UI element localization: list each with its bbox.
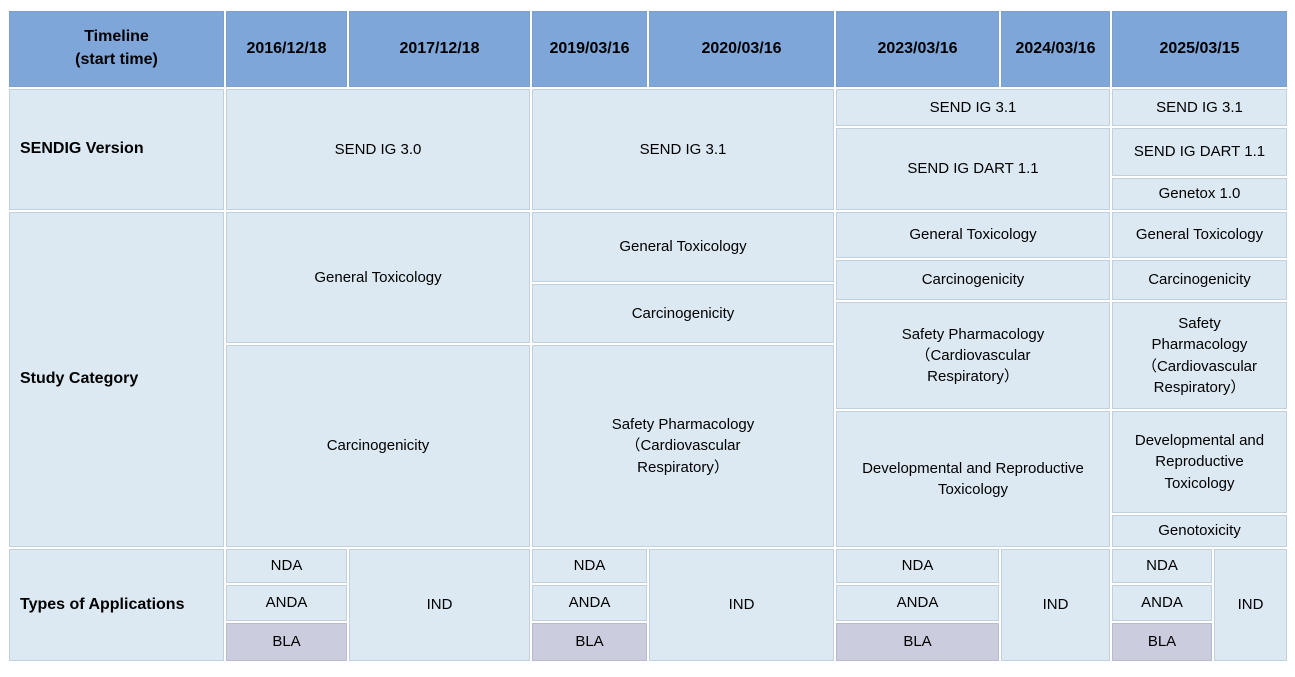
cell-study-carcino-2019-2020: Carcinogenicity: [531, 283, 835, 344]
cell-study-safpharm-2023-2024: Safety Pharmacology （Cardiovascular Resp…: [835, 301, 1111, 410]
cell-apps-anda-2019: ANDA: [531, 584, 648, 622]
header-date-2024-03-16: 2024/03/16: [1000, 10, 1111, 88]
cell-study-dart-2025: Developmental and Reproductive Toxicolog…: [1111, 410, 1288, 514]
header-date-2016-12-18: 2016/12/18: [225, 10, 348, 88]
cell-sendig-31-2025: SEND IG 3.1: [1111, 88, 1288, 127]
cell-sendig-31-2019-2020: SEND IG 3.1: [531, 88, 835, 211]
cell-sendig-dart-2025: SEND IG DART 1.1: [1111, 127, 1288, 177]
header-date-2020-03-16: 2020/03/16: [648, 10, 835, 88]
header-date-2023-03-16: 2023/03/16: [835, 10, 1000, 88]
cell-sendig-31-2023-2024: SEND IG 3.1: [835, 88, 1111, 127]
cell-apps-nda-2019: NDA: [531, 548, 648, 584]
row-label-types-of-applications: Types of Applications: [8, 548, 225, 662]
cell-apps-ind-2017: IND: [348, 548, 531, 662]
cell-apps-nda-2025: NDA: [1111, 548, 1213, 584]
cell-study-gentox-2023-2024: General Toxicology: [835, 211, 1111, 259]
cell-apps-ind-2020: IND: [648, 548, 835, 662]
cell-study-gentox-2019-2020: General Toxicology: [531, 211, 835, 283]
cell-study-safpharm-2019-2020: Safety Pharmacology （Cardiovascular Resp…: [531, 344, 835, 548]
cell-apps-bla-2023: BLA: [835, 622, 1000, 662]
cell-apps-nda-2023: NDA: [835, 548, 1000, 584]
cell-apps-ind-2025: IND: [1213, 548, 1288, 662]
table-grid: Timeline (start time) 2016/12/18 2017/12…: [8, 10, 1288, 662]
cell-study-gentox-2016-2017: General Toxicology: [225, 211, 531, 344]
cell-apps-nda-2016: NDA: [225, 548, 348, 584]
cell-apps-anda-2025: ANDA: [1111, 584, 1213, 622]
header-timeline: Timeline (start time): [8, 10, 225, 88]
cell-study-carcino-2023-2024: Carcinogenicity: [835, 259, 1111, 301]
header-date-2017-12-18: 2017/12/18: [348, 10, 531, 88]
cell-apps-anda-2016: ANDA: [225, 584, 348, 622]
cell-study-dart-2023-2024: Developmental and Reproductive Toxicolog…: [835, 410, 1111, 548]
cell-study-carcino-2016-2017: Carcinogenicity: [225, 344, 531, 548]
cell-study-safpharm-2025: Safety Pharmacology （Cardiovascular Resp…: [1111, 301, 1288, 410]
header-date-2019-03-16: 2019/03/16: [531, 10, 648, 88]
cell-apps-bla-2025: BLA: [1111, 622, 1213, 662]
header-date-2025-03-15: 2025/03/15: [1111, 10, 1288, 88]
cell-apps-bla-2016: BLA: [225, 622, 348, 662]
cell-study-genotox-2025: Genotoxicity: [1111, 514, 1288, 548]
cell-sendig-30-2016-2017: SEND IG 3.0: [225, 88, 531, 211]
cell-study-gentox-2025: General Toxicology: [1111, 211, 1288, 259]
row-label-sendig-version: SENDIG Version: [8, 88, 225, 211]
cell-sendig-dart-2023-2024: SEND IG DART 1.1: [835, 127, 1111, 211]
row-label-study-category: Study Category: [8, 211, 225, 548]
cell-apps-anda-2023: ANDA: [835, 584, 1000, 622]
cell-study-carcino-2025: Carcinogenicity: [1111, 259, 1288, 301]
cell-sendig-genetox-2025: Genetox 1.0: [1111, 177, 1288, 211]
send-timeline-table: Timeline (start time) 2016/12/18 2017/12…: [8, 10, 1288, 662]
cell-apps-ind-2024: IND: [1000, 548, 1111, 662]
cell-apps-bla-2019: BLA: [531, 622, 648, 662]
